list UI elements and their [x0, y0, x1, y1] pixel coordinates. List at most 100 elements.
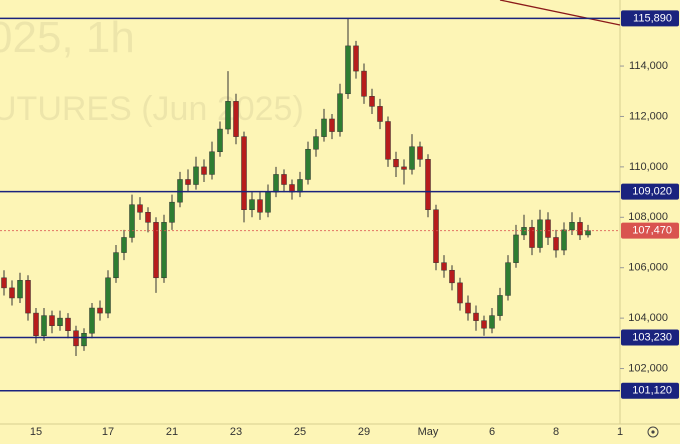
candle-body [529, 227, 535, 248]
candle-body [553, 237, 559, 251]
candle-body [281, 174, 287, 185]
candle-body [33, 312, 39, 337]
settings-icon[interactable] [647, 426, 659, 438]
candle-body [257, 199, 263, 213]
candle-body [313, 136, 319, 150]
level-label-box [621, 329, 679, 346]
x-tick-label: 25 [294, 426, 306, 438]
watermark: 025, 1h [0, 13, 135, 62]
candle-body [521, 227, 527, 236]
candle-body [25, 280, 31, 314]
candle-body [441, 262, 447, 271]
candle-body [537, 219, 543, 248]
candle-body [489, 315, 495, 329]
y-tick-label: 104,000 [628, 312, 668, 324]
x-tick-label: 1 [617, 426, 623, 438]
candle-body [297, 179, 303, 193]
candle-body [481, 320, 487, 329]
candle-body [513, 234, 519, 263]
candle-body [233, 101, 239, 137]
candle-body [81, 333, 87, 347]
x-tick-label: 6 [489, 426, 495, 438]
candle-body [185, 179, 191, 185]
candle-body [561, 229, 567, 251]
candle-body [577, 222, 583, 236]
level-label-box [621, 10, 679, 27]
candle-body [73, 330, 79, 347]
candle-body [241, 136, 247, 210]
settings-icon[interactable] [651, 430, 655, 434]
candle-body [97, 307, 103, 314]
candle-body [153, 222, 159, 279]
candle-body [169, 201, 175, 223]
y-tick-label: 112,000 [629, 110, 668, 122]
x-tick-label: 29 [358, 426, 370, 438]
candle-body [9, 287, 15, 299]
candle-body [217, 128, 223, 153]
level-label-box [621, 183, 679, 200]
y-tick-label: 106,000 [628, 262, 668, 274]
candle-body [545, 219, 551, 238]
candle-body [457, 282, 463, 304]
candle-body [329, 118, 335, 132]
x-tick-label: 21 [166, 426, 178, 438]
y-tick-label: 102,000 [628, 362, 668, 374]
candle-body [369, 96, 375, 107]
candle-body [409, 146, 415, 170]
candle-body [41, 315, 47, 337]
candle-body [353, 45, 359, 72]
settings-button[interactable] [647, 426, 659, 438]
level-label: 115,890 [633, 12, 672, 24]
candle-body [249, 199, 255, 210]
y-tick-label: 108,000 [628, 211, 668, 223]
x-tick-label: 17 [102, 426, 114, 438]
candle-body [65, 317, 71, 331]
y-tick-label: 110,000 [629, 161, 668, 173]
candle-body [273, 174, 279, 193]
x-tick-label: 8 [553, 426, 559, 438]
candle-body [321, 118, 327, 137]
candle-body [393, 159, 399, 168]
candle-body [209, 151, 215, 175]
candle-body [417, 146, 423, 160]
candle-body [113, 252, 119, 279]
candle-body [177, 179, 183, 203]
candle-body [569, 222, 575, 231]
watermark: UTURES (Jun 2025) [0, 90, 304, 128]
candle-body [377, 106, 383, 122]
level-label: 103,230 [632, 331, 672, 343]
x-tick-label: 15 [30, 426, 42, 438]
candle-body [57, 317, 63, 326]
x-tick-label: May [418, 426, 439, 438]
last-price-box [621, 222, 679, 239]
candle-body [193, 166, 199, 185]
candle-body [473, 312, 479, 321]
candle-body [401, 166, 407, 170]
trend-line [499, 0, 621, 26]
candle-body [105, 277, 111, 314]
candle-body [137, 204, 143, 213]
candle-body [433, 209, 439, 263]
candle-body [121, 237, 127, 253]
x-tick-label: 23 [230, 426, 242, 438]
candle-body [1, 277, 7, 289]
level-label-box [621, 382, 679, 399]
candle-body [201, 166, 207, 175]
candle-body [89, 307, 95, 334]
candle-body [17, 280, 23, 299]
candle-body [145, 212, 151, 223]
candle-body [225, 101, 231, 130]
candle-body [425, 159, 431, 210]
candle-body [305, 148, 311, 180]
y-tick-label: 114,000 [629, 60, 668, 72]
level-label: 101,120 [632, 385, 672, 397]
candle-body [345, 45, 351, 95]
last-price-label: 107,470 [632, 225, 672, 237]
candle-body [385, 121, 391, 160]
candle-body [161, 222, 167, 279]
candle-body [465, 302, 471, 314]
candle-body [361, 70, 367, 97]
